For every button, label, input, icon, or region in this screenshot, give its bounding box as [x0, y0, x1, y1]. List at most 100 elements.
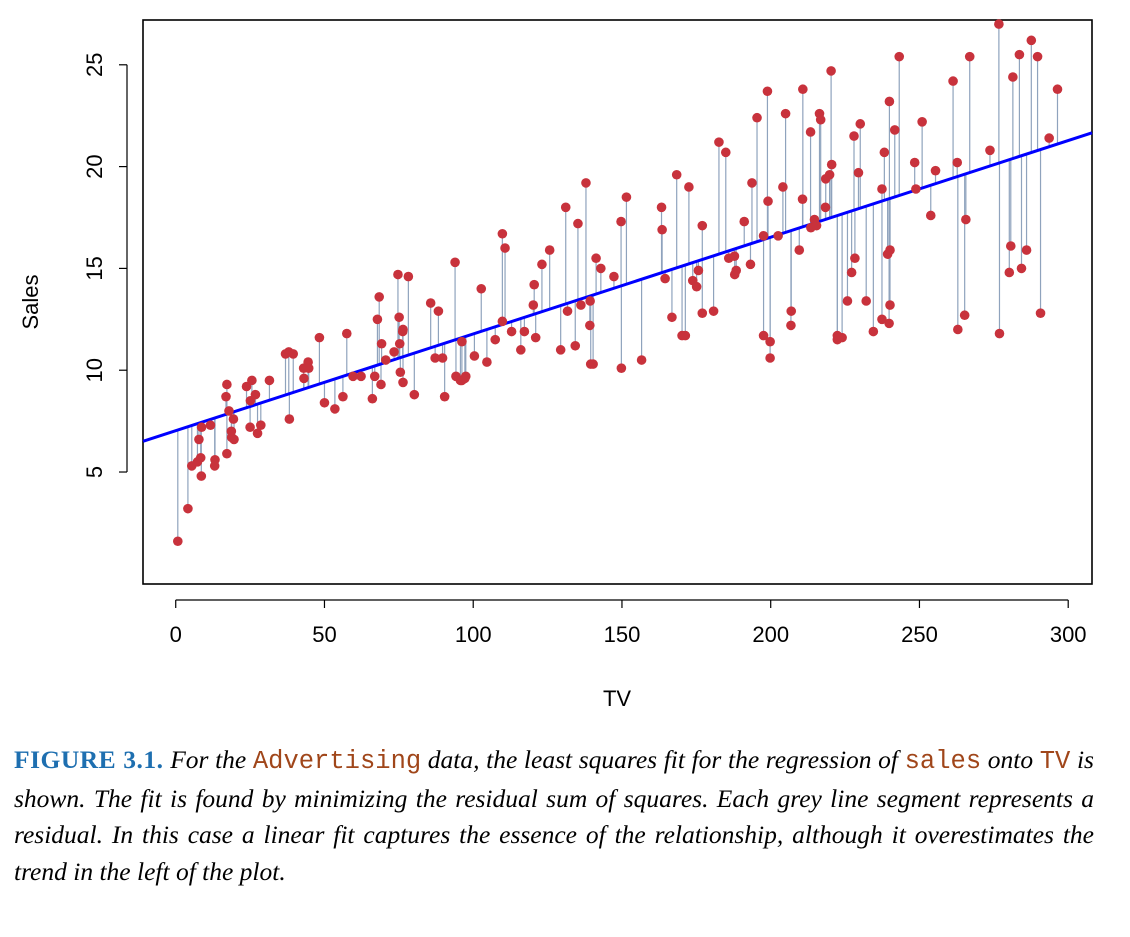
- caption-code-tv: TV: [1039, 747, 1071, 776]
- data-point: [868, 326, 879, 337]
- y-axis: 5 10 15 20 25: [82, 53, 128, 478]
- data-point: [1016, 263, 1027, 274]
- data-point: [1005, 241, 1016, 251]
- data-point: [1052, 84, 1063, 95]
- data-point: [369, 371, 380, 382]
- data-point: [952, 157, 963, 168]
- residual-segments: [177, 24, 1059, 542]
- data-point: [884, 318, 894, 329]
- x-axis-label: TV: [603, 686, 631, 711]
- data-point: [959, 310, 970, 321]
- data-point: [794, 245, 805, 255]
- data-point: [826, 66, 836, 76]
- data-point: [850, 253, 860, 264]
- data-point: [745, 259, 756, 270]
- data-point: [609, 271, 619, 282]
- x-tick-label: 150: [604, 622, 641, 647]
- data-point: [667, 312, 677, 323]
- data-point: [953, 324, 963, 335]
- x-tick-label: 250: [901, 622, 938, 647]
- data-point: [714, 137, 724, 147]
- data-point: [585, 320, 595, 331]
- y-tick-label: 20: [82, 154, 107, 178]
- data-point: [393, 269, 403, 280]
- x-tick-label: 200: [752, 622, 789, 647]
- data-point: [284, 414, 295, 424]
- caption-code-sales: sales: [904, 747, 982, 776]
- data-point: [425, 298, 436, 308]
- data-point: [519, 326, 530, 337]
- data-point: [758, 231, 769, 241]
- data-point: [964, 51, 975, 62]
- data-point: [855, 119, 866, 129]
- data-point: [430, 353, 440, 363]
- data-point: [909, 157, 920, 168]
- x-tick-label: 300: [1050, 622, 1087, 647]
- data-point: [1014, 49, 1025, 60]
- data-point: [846, 267, 857, 278]
- data-point: [544, 245, 555, 255]
- data-point: [861, 296, 872, 306]
- data-point: [877, 314, 887, 325]
- data-point: [372, 314, 383, 325]
- data-point: [765, 353, 775, 363]
- data-point: [256, 420, 266, 430]
- data-point: [780, 108, 791, 119]
- data-point: [885, 245, 895, 255]
- data-point: [376, 338, 387, 349]
- data-point: [961, 214, 971, 225]
- data-point: [588, 359, 598, 369]
- data-point: [437, 353, 448, 363]
- data-point: [348, 371, 358, 382]
- data-point: [747, 178, 757, 188]
- data-point: [576, 300, 586, 310]
- data-point: [288, 349, 299, 359]
- caption-text-2: data, the least squares fit for the regr…: [421, 745, 905, 774]
- data-point: [656, 202, 667, 213]
- data-point: [824, 169, 835, 180]
- data-point: [885, 300, 895, 310]
- data-point: [194, 434, 204, 445]
- data-point: [786, 320, 796, 331]
- data-point: [708, 306, 719, 316]
- data-point: [497, 228, 508, 239]
- data-point: [314, 332, 325, 343]
- data-point: [367, 393, 378, 404]
- data-point: [433, 306, 444, 316]
- data-point: [693, 265, 704, 276]
- data-point: [394, 338, 405, 349]
- data-point: [820, 202, 831, 213]
- data-point: [250, 389, 261, 400]
- data-point: [877, 184, 887, 194]
- data-point: [762, 86, 773, 97]
- data-point: [560, 202, 571, 213]
- x-tick-label: 0: [170, 622, 182, 647]
- data-point: [562, 306, 573, 316]
- data-point: [506, 326, 517, 337]
- data-point: [884, 96, 895, 107]
- data-point: [925, 210, 936, 221]
- data-point: [398, 377, 408, 388]
- data-point: [815, 114, 826, 125]
- data-point: [773, 231, 783, 241]
- data-point: [660, 273, 670, 284]
- data-point: [731, 265, 741, 276]
- data-point: [680, 330, 691, 341]
- data-point: [786, 306, 797, 316]
- data-point: [222, 448, 232, 459]
- data-point: [224, 406, 234, 416]
- data-point: [530, 332, 541, 343]
- data-point: [374, 292, 385, 302]
- caption-text-1: For the: [163, 745, 253, 774]
- data-point: [948, 76, 958, 86]
- data-point: [849, 131, 859, 141]
- data-point: [596, 263, 606, 274]
- data-point: [457, 336, 467, 347]
- data-point: [229, 434, 239, 445]
- data-point: [985, 145, 995, 156]
- data-point: [409, 389, 420, 400]
- data-point: [476, 283, 487, 294]
- data-point: [616, 216, 626, 227]
- data-point: [338, 391, 348, 402]
- data-point: [752, 112, 762, 123]
